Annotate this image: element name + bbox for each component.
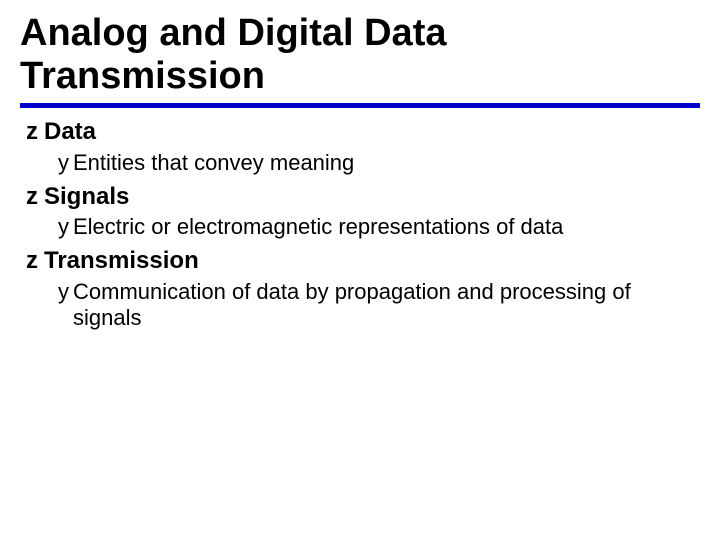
bullet-icon: z [26, 183, 38, 211]
list-subitem: y Communication of data by propagation a… [58, 279, 700, 333]
bullet-icon: z [26, 118, 38, 146]
list-subitem-text: Communication of data by propagation and… [73, 279, 694, 333]
list-item: z Transmission [26, 247, 700, 275]
list-subitem-text: Entities that convey meaning [73, 150, 354, 177]
slide-title: Analog and Digital Data Transmission [20, 12, 700, 97]
list-item-label: Data [44, 118, 96, 146]
list-item: z Data [26, 118, 700, 146]
list-item-label: Transmission [44, 247, 199, 275]
bullet-icon: y [58, 279, 69, 306]
slide-body: z Data y Entities that convey meaning z … [20, 118, 700, 332]
list-subitem: y Entities that convey meaning [58, 150, 700, 177]
list-subitem: y Electric or electromagnetic representa… [58, 214, 700, 241]
list-subitem-text: Electric or electromagnetic representati… [73, 214, 563, 241]
bullet-icon: z [26, 247, 38, 275]
bullet-icon: y [58, 150, 69, 177]
list-item: z Signals [26, 183, 700, 211]
title-underline [20, 103, 700, 108]
list-item-label: Signals [44, 183, 129, 211]
slide: Analog and Digital Data Transmission z D… [0, 0, 720, 540]
bullet-icon: y [58, 214, 69, 241]
